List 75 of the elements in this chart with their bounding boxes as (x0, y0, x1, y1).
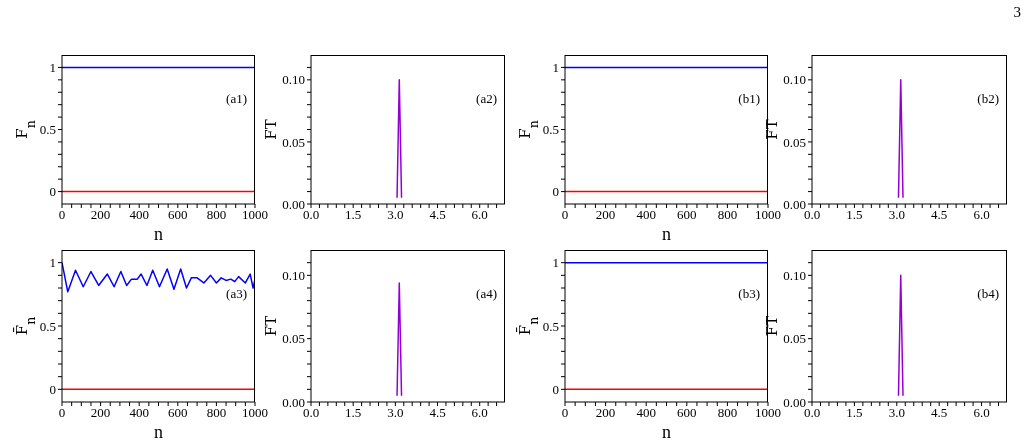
x-tick-label: 800 (206, 207, 227, 223)
x-axis-title: n (154, 224, 163, 244)
y-tick-label: 0.05 (282, 134, 305, 150)
y-tick-label: 0.05 (783, 134, 806, 150)
x-tick-label: 3.0 (387, 207, 404, 223)
y-tick-label: 0.00 (783, 394, 806, 410)
x-tick-label: 1000 (755, 405, 781, 421)
x-tick-label: 200 (595, 207, 616, 223)
x-tick-label: 1000 (755, 207, 781, 223)
annotation: (b3) (738, 286, 760, 302)
y-tick-label: 1 (49, 255, 56, 271)
x-tick-label: 800 (717, 207, 738, 223)
y-tick-label: 0.10 (783, 72, 806, 88)
x-tick-label: 4.5 (429, 207, 446, 223)
y-tick-label: 0.10 (282, 267, 305, 283)
annotation: (b4) (977, 286, 999, 302)
x-tick-label: 3.0 (387, 405, 404, 421)
annotation: (a4) (476, 286, 497, 302)
y-axis-title: FT (262, 315, 280, 337)
x-tick-label: 1.5 (345, 405, 362, 421)
x-tick-label: 6.0 (471, 405, 488, 421)
x-tick-label: 3.0 (888, 207, 905, 223)
annotation: (b2) (977, 91, 999, 107)
y-tick-label: 0.10 (282, 72, 305, 88)
x-tick-label: 1.5 (345, 207, 362, 223)
y-tick-label: 0.05 (783, 331, 806, 347)
x-tick-label: 200 (595, 405, 616, 421)
x-tick-label: 600 (168, 207, 188, 223)
x-tick-label: 400 (636, 207, 656, 223)
y-axis-title: FT (262, 119, 280, 140)
x-tick-label: 400 (129, 207, 149, 223)
y-tick-label: 0 (49, 184, 56, 200)
y-tick-label: 0.5 (39, 122, 56, 138)
y-tick-label: 0.00 (282, 394, 305, 410)
annotation: (b1) (738, 91, 760, 107)
x-tick-label: 400 (129, 405, 149, 421)
x-tick-label: 400 (636, 405, 656, 421)
y-tick-label: 0.05 (282, 331, 305, 347)
y-tick-label: 0 (552, 381, 559, 397)
y-tick-label: 1 (552, 255, 559, 271)
y-tick-label: 1 (552, 60, 559, 76)
x-tick-label: 200 (90, 207, 111, 223)
x-tick-label: 4.5 (429, 405, 446, 421)
x-axis-title: n (662, 224, 671, 244)
x-tick-label: 1000 (242, 207, 268, 223)
y-tick-label: 0.5 (542, 318, 559, 334)
y-tick-label: 0.5 (39, 318, 56, 334)
y-tick-label: 0.5 (542, 122, 559, 138)
annotation: (a3) (226, 286, 247, 302)
x-tick-label: 1000 (242, 405, 268, 421)
annotation: (a2) (476, 91, 497, 107)
x-tick-label: 6.0 (471, 207, 488, 223)
x-tick-label: 1.5 (846, 207, 863, 223)
x-axis-title: n (154, 422, 163, 441)
x-tick-label: 6.0 (973, 405, 990, 421)
y-tick-label: 0.10 (783, 267, 806, 283)
x-tick-label: 800 (717, 405, 738, 421)
y-tick-label: 1 (49, 60, 56, 76)
annotation: (a1) (226, 91, 247, 107)
x-tick-label: 3.0 (888, 405, 905, 421)
x-tick-label: 800 (206, 405, 227, 421)
x-tick-label: 4.5 (931, 405, 948, 421)
x-tick-label: 1.5 (846, 405, 863, 421)
y-tick-label: 0 (552, 184, 559, 200)
y-tick-label: 0 (49, 381, 56, 397)
text: 3 (1013, 4, 1021, 21)
x-tick-label: 4.5 (931, 207, 948, 223)
x-axis-title: n (662, 422, 671, 441)
y-tick-label: 0.00 (282, 196, 305, 212)
y-tick-label: 0.00 (783, 196, 806, 212)
x-tick-label: 6.0 (973, 207, 990, 223)
x-tick-label: 200 (90, 405, 111, 421)
x-tick-label: 600 (677, 207, 697, 223)
x-tick-label: 600 (168, 405, 188, 421)
x-tick-label: 600 (677, 405, 697, 421)
